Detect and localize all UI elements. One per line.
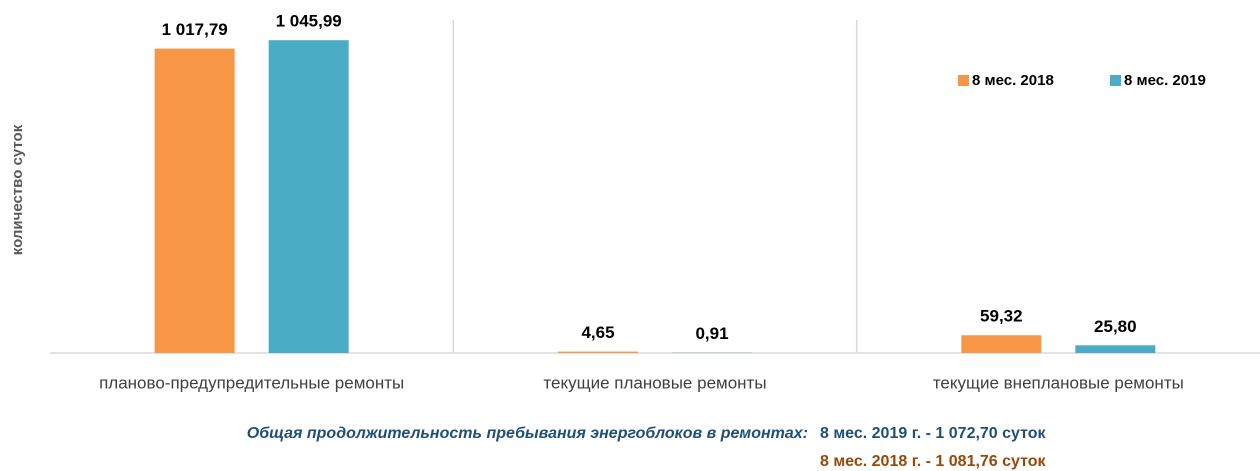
x-tick-label: текущие внеплановые ремонты	[933, 373, 1184, 392]
note-label: Общая продолжительность пребывания энерг…	[247, 425, 808, 442]
value-label: 1 017,79	[162, 20, 228, 39]
value-label: 1 045,99	[276, 12, 342, 31]
value-label: 59,32	[980, 307, 1023, 326]
legend-label: 8 мес. 2018	[972, 72, 1054, 89]
value-label: 4,65	[581, 323, 614, 342]
note-line: 8 мес. 2018 г. - 1 081,76 суток	[820, 453, 1047, 470]
legend-swatch	[958, 75, 969, 86]
value-label: 25,80	[1094, 317, 1137, 336]
value-label: 0,91	[695, 324, 728, 343]
legend-label: 8 мес. 2019	[1124, 72, 1206, 89]
y-axis-label: количество суток	[9, 124, 26, 255]
x-tick-label: текущие плановые ремонты	[543, 373, 766, 392]
note-line: 8 мес. 2019 г. - 1 072,70 суток	[820, 425, 1047, 442]
bar	[1075, 345, 1156, 353]
bar	[961, 335, 1042, 353]
x-tick-label: планово-предупредительные ремонты	[99, 373, 404, 392]
bar	[558, 351, 638, 353]
bar	[268, 40, 349, 353]
bar	[154, 48, 235, 353]
legend-swatch	[1110, 75, 1121, 86]
